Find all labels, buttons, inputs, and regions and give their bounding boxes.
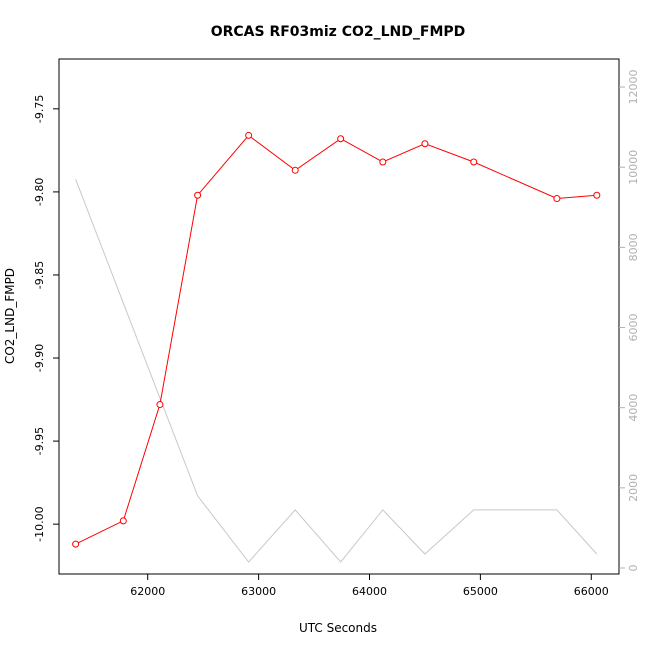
y-tick-label: -10.00 <box>33 506 46 541</box>
chart-title: ORCAS RF03miz CO2_LND_FMPD <box>211 24 466 40</box>
y2-tick-label: 10000 <box>627 150 640 185</box>
y-tick-label: -9.95 <box>33 427 46 455</box>
y-tick-label: -9.75 <box>33 95 46 123</box>
secondary-series-line <box>75 179 598 563</box>
data-point <box>553 195 561 203</box>
y-tick-label: -9.90 <box>33 344 46 372</box>
primary-series-line <box>75 134 597 545</box>
data-point <box>119 517 127 525</box>
y2-tick-label: 12000 <box>627 70 640 105</box>
x-axis-label: UTC Seconds <box>299 621 377 635</box>
y2-tick-label: 6000 <box>627 314 640 342</box>
y2-tick-label: 2000 <box>627 474 640 502</box>
data-point <box>291 166 299 174</box>
y-tick-label: -9.85 <box>33 261 46 289</box>
y2-tick-label: 8000 <box>627 233 640 261</box>
data-point <box>470 158 478 166</box>
y-tick-label: -9.80 <box>33 178 46 206</box>
x-tick-label: 64000 <box>352 585 387 598</box>
x-tick-label: 65000 <box>463 585 498 598</box>
x-tick-label: 66000 <box>574 585 609 598</box>
y2-tick-label: 0 <box>627 564 640 571</box>
x-axis-ticks: 62000 63000 64000 65000 66000 <box>130 574 609 598</box>
y-axis-label: CO2_LND_FMPD <box>3 268 17 364</box>
data-point <box>421 140 429 148</box>
data-point <box>379 158 387 166</box>
data-point <box>156 401 164 409</box>
plot-frame <box>58 58 620 575</box>
data-point <box>337 135 345 143</box>
series-layer <box>72 131 601 563</box>
data-point <box>72 540 80 548</box>
y-axis-ticks: -10.00 -9.95 -9.90 -9.85 -9.80 -9.75 <box>33 95 59 542</box>
y2-tick-label: 4000 <box>627 394 640 422</box>
data-point <box>593 191 601 199</box>
x-tick-label: 62000 <box>130 585 165 598</box>
data-point <box>245 131 253 139</box>
x-tick-label: 63000 <box>241 585 276 598</box>
data-point <box>194 191 202 199</box>
y2-axis-ticks: 0 2000 4000 6000 8000 10000 12000 <box>619 70 640 571</box>
